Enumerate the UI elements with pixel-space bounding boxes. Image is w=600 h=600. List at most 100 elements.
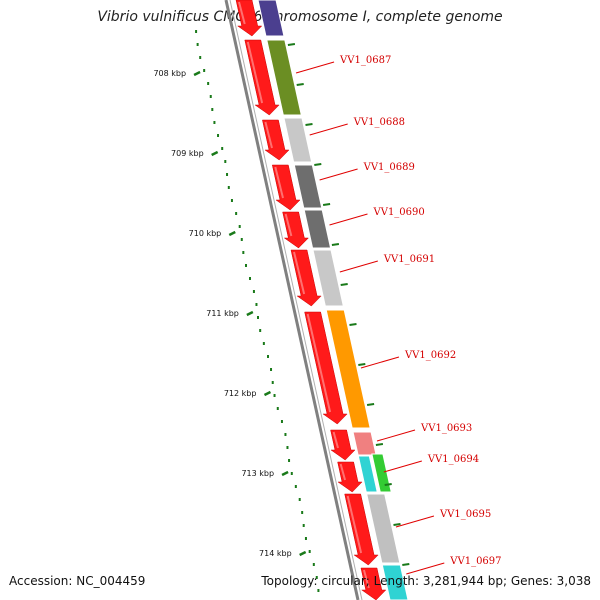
- tick-label: 714 kbp: [259, 549, 292, 558]
- gc-dot: [276, 407, 279, 410]
- gc-dash: [366, 403, 375, 406]
- cog-block: [352, 431, 377, 456]
- gene-label: VV1_0690: [373, 207, 425, 218]
- gc-dash: [384, 483, 392, 486]
- gc-dot: [213, 121, 216, 124]
- gc-dot: [271, 381, 274, 384]
- gene-arrow: [304, 311, 348, 425]
- label-leader-line: [383, 460, 422, 473]
- gene-label: VV1_0693: [420, 423, 472, 434]
- backbone: [224, 0, 363, 600]
- tick-mark: [193, 70, 201, 77]
- cog-block: [366, 493, 401, 564]
- gc-dot: [217, 134, 220, 137]
- gc-dot: [221, 147, 224, 150]
- gene-label: VV1_0691: [383, 254, 435, 265]
- gc-dot: [255, 303, 258, 306]
- gene-arrow: [244, 39, 280, 116]
- tick-mark: [211, 150, 219, 157]
- gc-dot: [207, 82, 210, 85]
- gc-dot: [230, 199, 233, 202]
- gene-label: VV1_0688: [353, 117, 405, 128]
- cog-blocks: [257, 0, 409, 600]
- gc-dash: [322, 203, 331, 206]
- gene-arrow-highlight: [339, 463, 347, 481]
- gc-dot: [317, 589, 320, 592]
- backbone-line-inner: [229, 0, 363, 600]
- gene-arrow-highlight: [362, 569, 370, 589]
- label-leader-line: [376, 429, 416, 442]
- cog-block: [312, 249, 344, 307]
- gc-dot: [256, 316, 259, 319]
- gc-content-dashes: [287, 43, 410, 566]
- gc-dash: [331, 243, 340, 246]
- gc-dot: [226, 173, 229, 176]
- gene-arrow: [282, 211, 309, 249]
- gene-label: VV1_0692: [404, 350, 456, 361]
- gc-dash: [358, 363, 366, 366]
- gc-dot: [315, 576, 318, 579]
- gene-arrow-highlight: [346, 495, 363, 554]
- gc-dot: [280, 420, 283, 423]
- gc-dot: [203, 69, 206, 72]
- gc-dot: [240, 238, 243, 241]
- gene-arrow-highlight: [306, 313, 332, 413]
- genome-summary-text: Topology: circular; Length: 3,281,944 bp…: [261, 574, 591, 588]
- gene-arrow: [262, 119, 290, 161]
- gc-dot: [195, 30, 198, 33]
- tick-mark: [263, 390, 272, 397]
- gc-dash: [287, 43, 296, 46]
- gene-label: VV1_0689: [363, 162, 415, 173]
- cog-block: [303, 209, 332, 249]
- gc-dot: [290, 472, 293, 475]
- cog-block: [325, 309, 371, 429]
- gene-arrow-highlight: [264, 121, 273, 149]
- tick-mark: [228, 230, 236, 237]
- gc-dot: [301, 511, 304, 514]
- gc-dot: [312, 563, 315, 566]
- gene-arrow: [290, 249, 322, 307]
- gene-arrow-highlight: [284, 213, 293, 237]
- gene-arrow-highlight: [332, 431, 339, 449]
- tick-label: 708 kbp: [153, 69, 186, 78]
- tick-mark: [299, 550, 307, 557]
- gene-arrow: [344, 493, 379, 566]
- gc-dot: [284, 433, 287, 436]
- gc-dot: [308, 550, 311, 553]
- gc-dot: [298, 498, 301, 501]
- forward-strand-genes: [235, 0, 387, 600]
- gene-arrow: [337, 461, 363, 493]
- gc-dot: [288, 459, 291, 462]
- cog-block: [257, 0, 285, 37]
- label-leader-line: [395, 515, 435, 528]
- gc-dot: [211, 108, 214, 111]
- label-leader-line: [329, 213, 368, 226]
- label-leader-line: [339, 260, 378, 273]
- backbone-line: [224, 0, 360, 600]
- gc-dot: [294, 485, 297, 488]
- label-leader-line: [295, 61, 335, 74]
- cog-block: [381, 564, 409, 600]
- gc-dash: [375, 443, 384, 446]
- tick-label: 711 kbp: [206, 309, 239, 318]
- gc-dot: [270, 368, 273, 371]
- label-leader-line: [360, 356, 400, 369]
- gene-label: VV1_0697: [449, 556, 501, 567]
- gc-dot: [286, 446, 289, 449]
- gc-dot: [196, 43, 199, 46]
- label-leader-line: [406, 562, 445, 575]
- gc-dot: [248, 277, 251, 280]
- gc-dot: [267, 355, 270, 358]
- gene-arrow: [330, 429, 356, 461]
- tick-label: 713 kbp: [241, 469, 274, 478]
- gene-arrow: [360, 567, 387, 600]
- cog-block: [371, 453, 392, 493]
- gc-dash: [314, 163, 322, 166]
- gene-arrow-highlight: [246, 41, 264, 104]
- tick-label: 710 kbp: [189, 229, 222, 238]
- gc-dot: [244, 264, 247, 267]
- gene-arrow-highlight: [238, 1, 246, 25]
- cog-block: [283, 117, 313, 163]
- gene-arrow-highlight: [274, 166, 284, 199]
